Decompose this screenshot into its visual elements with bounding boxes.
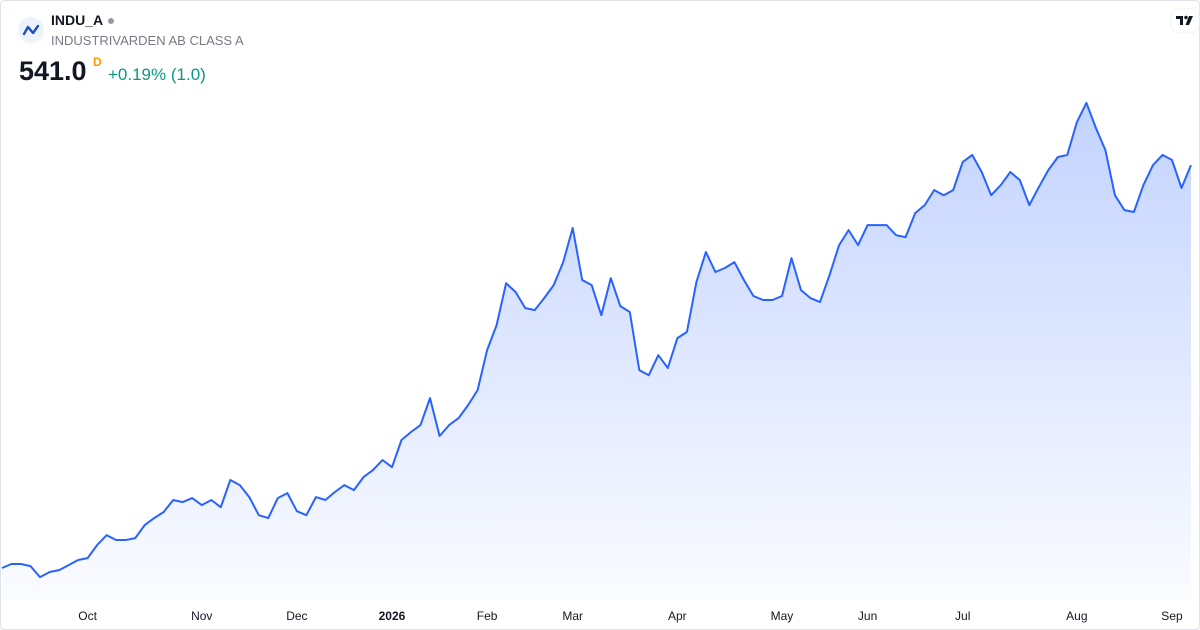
x-tick-label: Jun — [858, 609, 877, 623]
x-tick-label: Apr — [668, 609, 687, 623]
price: 541.0 — [19, 56, 87, 86]
x-tick-label: Sep — [1161, 609, 1183, 623]
symbol: INDU_A — [51, 12, 115, 28]
interval: D — [93, 55, 102, 69]
tv-logo[interactable] — [1170, 8, 1200, 34]
symbol-icon — [18, 17, 44, 43]
status-dot — [108, 18, 115, 25]
x-tick-label: Dec — [286, 609, 307, 623]
x-tick-label: Aug — [1066, 609, 1087, 623]
area-fill — [2, 102, 1191, 601]
x-tick-label: May — [771, 609, 794, 623]
instrument-name: INDUSTRIVARDEN AB CLASS A — [51, 33, 244, 48]
x-tick-label: Oct — [78, 609, 97, 623]
price-line — [1, 101, 1192, 579]
x-tick-label: Mar — [562, 609, 583, 623]
x-tick-label: Jul — [955, 609, 970, 623]
x-tick-label: 2026 — [379, 609, 406, 623]
change: +0.19% (1.0) — [108, 65, 206, 84]
x-tick-label: Feb — [477, 609, 498, 623]
symbol-text: INDU_A — [51, 12, 104, 28]
x-tick-label: Nov — [191, 609, 212, 623]
